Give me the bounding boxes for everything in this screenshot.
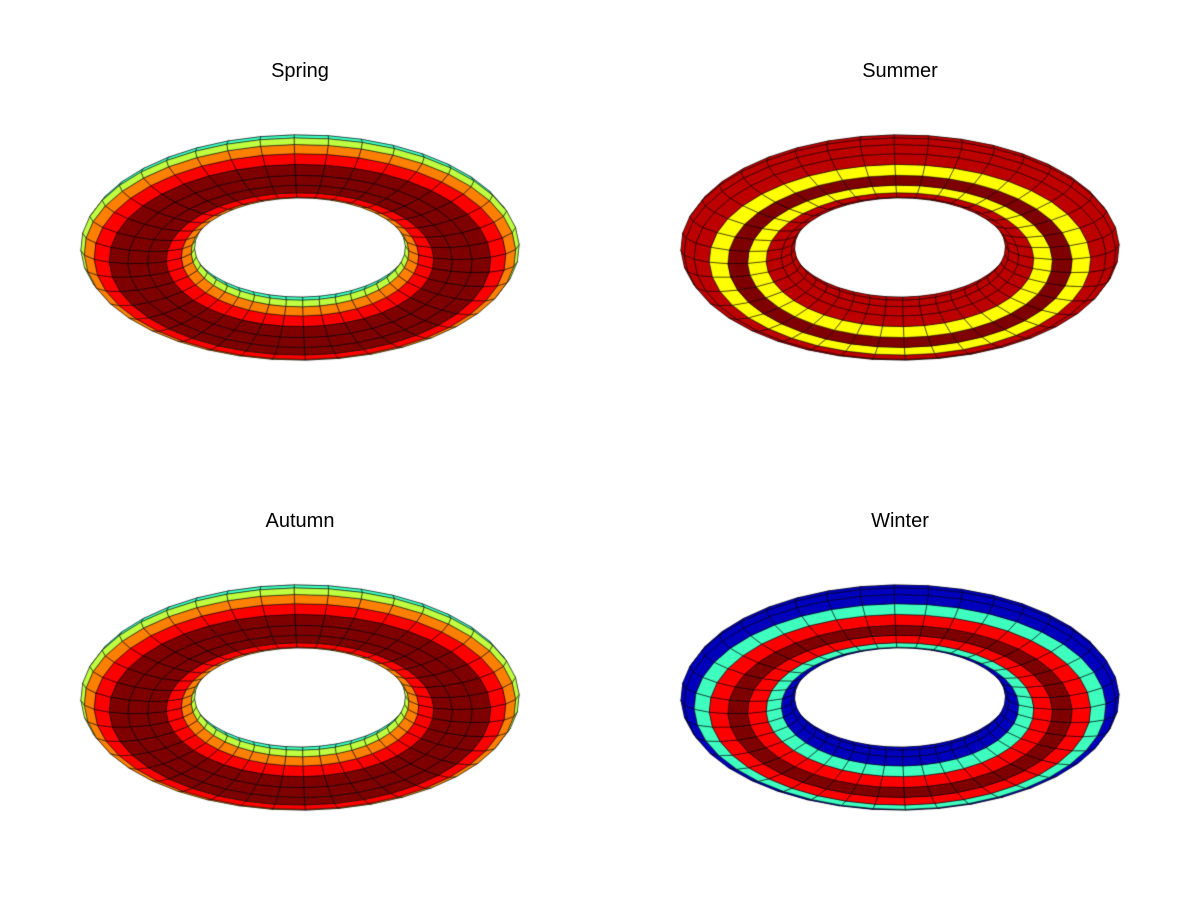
torus-winter [600, 450, 1200, 900]
torus-summer [600, 0, 1200, 450]
torus-spring [0, 0, 600, 450]
panel-spring: Spring [0, 0, 600, 450]
figure-grid: Spring Summer Autumn Winter [0, 0, 1201, 901]
panel-winter: Winter [600, 450, 1200, 900]
panel-autumn: Autumn [0, 450, 600, 900]
torus-autumn [0, 450, 600, 900]
panel-summer: Summer [600, 0, 1200, 450]
